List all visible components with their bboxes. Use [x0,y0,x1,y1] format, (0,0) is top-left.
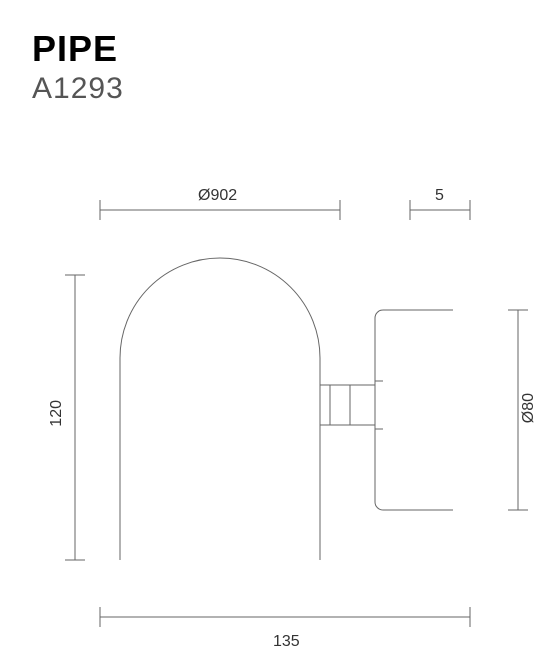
page: PIPE A1293 Ø902 5 120 Ø80 135 [0,0,560,670]
technical-drawing [0,0,560,670]
